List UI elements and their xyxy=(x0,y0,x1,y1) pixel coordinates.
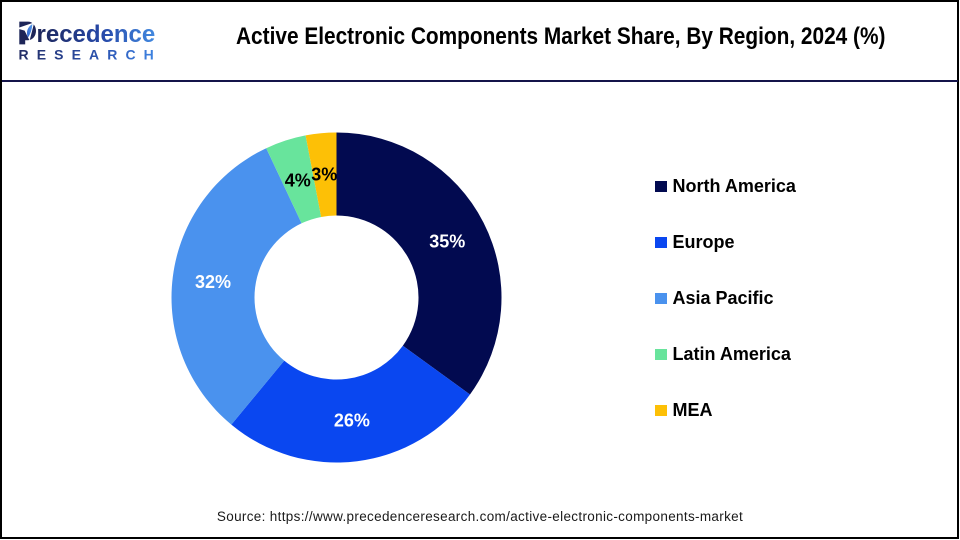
svg-text:recedence: recedence xyxy=(37,21,156,48)
svg-text:RESEARCH: RESEARCH xyxy=(19,47,162,63)
svg-text:35%: 35% xyxy=(429,232,465,252)
svg-text:32%: 32% xyxy=(195,272,231,292)
svg-text:3%: 3% xyxy=(311,165,337,185)
svg-text:4%: 4% xyxy=(285,170,311,190)
svg-text:26%: 26% xyxy=(334,411,370,431)
